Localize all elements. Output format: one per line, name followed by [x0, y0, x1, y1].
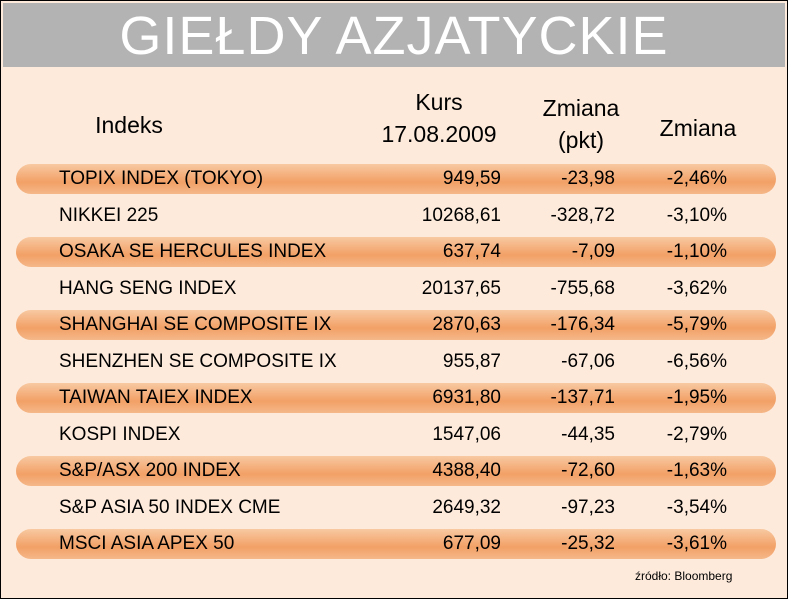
- cell-value: 677,09: [442, 533, 501, 554]
- row-band: [16, 383, 776, 413]
- index-name: S&P ASIA 50 INDEX CME: [59, 496, 281, 518]
- cell-value: 6931,80: [432, 387, 501, 408]
- cell-value: 949,59: [442, 168, 501, 189]
- column-header: 17.08.2009: [381, 121, 497, 147]
- cell-value: -137,71: [550, 387, 615, 408]
- cell-value: 1547,06: [432, 423, 501, 445]
- cell-value: -328,72: [550, 204, 615, 226]
- row-band: [16, 529, 776, 559]
- cell-value: -1,10%: [666, 241, 727, 262]
- column-header: Zmiana: [542, 95, 620, 121]
- cell-value: -2,79%: [666, 423, 727, 445]
- cell-value: -3,61%: [666, 533, 727, 554]
- cell-value: -5,79%: [666, 314, 727, 335]
- cell-value: 2870,63: [432, 314, 501, 335]
- cell-value: -6,56%: [666, 350, 727, 372]
- title: GIEŁDY AZJATYCKIE: [3, 3, 785, 67]
- column-header: Zmiana: [659, 115, 737, 141]
- cell-value: 20137,65: [421, 277, 501, 299]
- row-band: [16, 456, 776, 486]
- cell-value: -67,06: [561, 350, 615, 372]
- index-name: SHENZHEN SE COMPOSITE IX: [59, 350, 337, 372]
- cell-value: -97,23: [561, 496, 615, 518]
- cell-value: -2,46%: [666, 168, 727, 189]
- index-name: NIKKEI 225: [59, 204, 159, 226]
- cell-value: -3,10%: [666, 204, 727, 226]
- cell-value: -1,63%: [666, 460, 727, 481]
- cell-value: -7,09: [571, 241, 615, 262]
- cell-value: -176,34: [550, 314, 615, 335]
- column-header: Kurs: [415, 89, 463, 115]
- row-band: [16, 310, 776, 340]
- index-name: S&P/ASX 200 INDEX: [59, 460, 241, 481]
- source: źródło: Bloomberg: [635, 569, 733, 583]
- index-name: TOPIX INDEX (TOKYO): [59, 168, 264, 189]
- cell-value: 637,74: [442, 241, 501, 262]
- row-band: [16, 237, 776, 267]
- cell-value: 4388,40: [432, 460, 501, 481]
- cell-value: 10268,61: [421, 204, 501, 226]
- cell-value: -3,62%: [666, 277, 727, 299]
- index-name: MSCI ASIA APEX 50: [59, 533, 235, 554]
- cell-value: -755,68: [550, 277, 615, 299]
- index-name: SHANGHAI SE COMPOSITE IX: [59, 314, 332, 335]
- cell-value: -44,35: [561, 423, 615, 445]
- row-band: [16, 164, 776, 194]
- index-name: OSAKA SE HERCULES INDEX: [59, 241, 327, 262]
- column-header: (pkt): [558, 127, 604, 153]
- index-name: KOSPI INDEX: [59, 423, 181, 445]
- cell-value: 2649,32: [432, 496, 501, 518]
- cell-value: -23,98: [561, 168, 615, 189]
- cell-value: -1,95%: [666, 387, 727, 408]
- column-header: Indeks: [95, 112, 163, 138]
- cell-value: 955,87: [442, 350, 501, 372]
- cell-value: -3,54%: [666, 496, 727, 518]
- cell-value: -72,60: [561, 460, 615, 481]
- cell-value: -25,32: [561, 533, 615, 554]
- index-name: HANG SENG INDEX: [59, 277, 237, 299]
- index-name: TAIWAN TAIEX INDEX: [59, 387, 253, 408]
